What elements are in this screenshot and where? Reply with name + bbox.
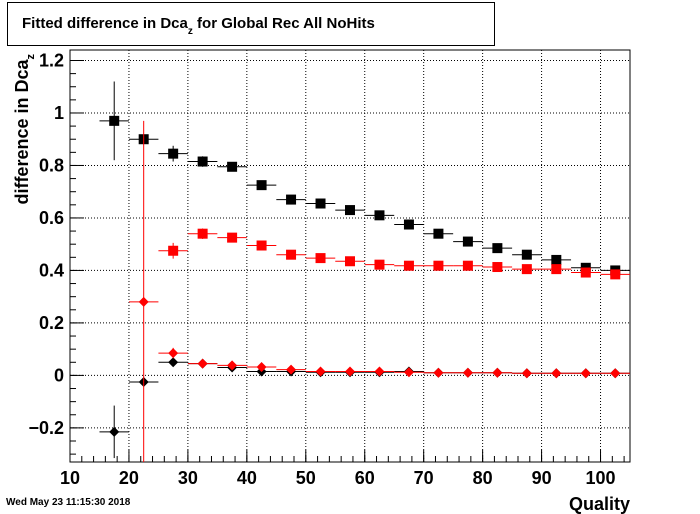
- data-point-square: [315, 253, 326, 264]
- chart-title: Fitted difference in Dcaz for Global Rec…: [22, 15, 375, 37]
- x-tick-label: 90: [532, 468, 552, 488]
- x-tick-label: 20: [119, 468, 139, 488]
- x-tick-label: 80: [473, 468, 493, 488]
- chart-title-prefix: Fitted difference in Dca: [22, 15, 188, 32]
- data-point-square: [345, 256, 355, 267]
- data-point-diamond: [286, 364, 297, 375]
- x-tick-label: 100: [586, 468, 616, 488]
- data-point-square: [403, 260, 414, 271]
- y-tick-label: 1: [54, 103, 64, 123]
- plot-frame: [69, 49, 631, 463]
- data-point-diamond: [256, 362, 267, 373]
- data-point-diamond: [580, 368, 591, 379]
- data-point-diamond: [610, 368, 621, 379]
- data-point-diamond: [227, 360, 238, 371]
- data-point-diamond: [374, 366, 385, 377]
- series-4: [128, 120, 630, 462]
- data-point-square: [168, 148, 179, 159]
- data-point-diamond: [551, 368, 562, 379]
- data-point-square: [433, 260, 444, 271]
- data-point-diamond: [521, 368, 532, 379]
- data-point-diamond: [168, 348, 179, 359]
- data-point-square: [374, 259, 385, 270]
- data-point-square: [521, 264, 532, 275]
- data-point-square: [227, 161, 238, 172]
- data-point-square: [374, 210, 385, 221]
- data-point-diamond: [345, 366, 355, 377]
- timestamp: Wed May 23 11:15:30 2018: [6, 497, 131, 508]
- data-point-square: [315, 198, 326, 209]
- data-point-square: [551, 254, 562, 265]
- y-tick-label: 0.8: [39, 155, 64, 175]
- data-point-diamond: [315, 366, 326, 377]
- x-tick-label: 60: [355, 468, 375, 488]
- x-tick-label: 40: [237, 468, 257, 488]
- data-point-square: [168, 245, 179, 256]
- chart-title-suffix: for Global Rec All NoHits: [192, 15, 375, 32]
- data-point-diamond: [403, 367, 414, 378]
- data-point-diamond: [492, 367, 503, 378]
- data-point-square: [403, 219, 414, 230]
- plot-frame-background: [70, 50, 630, 462]
- data-point-square: [256, 240, 267, 251]
- x-tick-label: 50: [296, 468, 316, 488]
- data-point-square: [433, 228, 444, 239]
- data-point-square: [286, 194, 297, 205]
- y-tick-label: −0.2: [28, 418, 64, 438]
- data-point-diamond: [433, 367, 444, 378]
- data-point-square: [197, 156, 208, 167]
- data-point-diamond: [462, 367, 473, 378]
- y-tick-label: 1.2: [39, 50, 64, 70]
- x-axis-label: Quality: [569, 494, 630, 514]
- data-point-square: [462, 236, 473, 247]
- data-point-square: [610, 269, 621, 280]
- series-2: [158, 228, 630, 280]
- y-axis-label-main: difference in Dca: [12, 59, 32, 205]
- data-point-diamond: [138, 296, 149, 307]
- data-point-square: [345, 205, 355, 216]
- data-point-square: [227, 232, 238, 243]
- title-box: Fitted difference in Dcaz for Global Rec…: [7, 2, 495, 46]
- x-tick-label: 30: [178, 468, 198, 488]
- data-point-square: [492, 243, 503, 254]
- y-tick-label: 0.4: [39, 260, 64, 280]
- data-point-square: [256, 180, 267, 191]
- y-tick-label: 0.2: [39, 313, 64, 333]
- x-tick-label: 70: [414, 468, 434, 488]
- y-tick-label: 0: [54, 365, 64, 385]
- data-point-square: [286, 249, 297, 260]
- chart-title-subscript: z: [187, 26, 193, 37]
- data-point-square: [521, 249, 532, 260]
- y-tick-label: 0.6: [39, 208, 64, 228]
- data-point-square: [580, 267, 591, 278]
- data-point-square: [462, 260, 473, 271]
- data-point-square: [492, 262, 503, 273]
- data-point-diamond: [197, 358, 208, 369]
- data-point-diamond: [168, 357, 179, 368]
- x-tick-label: 10: [60, 468, 80, 488]
- data-point-square: [551, 264, 562, 275]
- data-point-square: [197, 228, 208, 239]
- data-point-square: [109, 115, 120, 126]
- y-axis-label: difference in Dcaz: [12, 54, 37, 205]
- data-point-diamond: [109, 426, 120, 437]
- y-axis-label-subscript: z: [25, 54, 37, 60]
